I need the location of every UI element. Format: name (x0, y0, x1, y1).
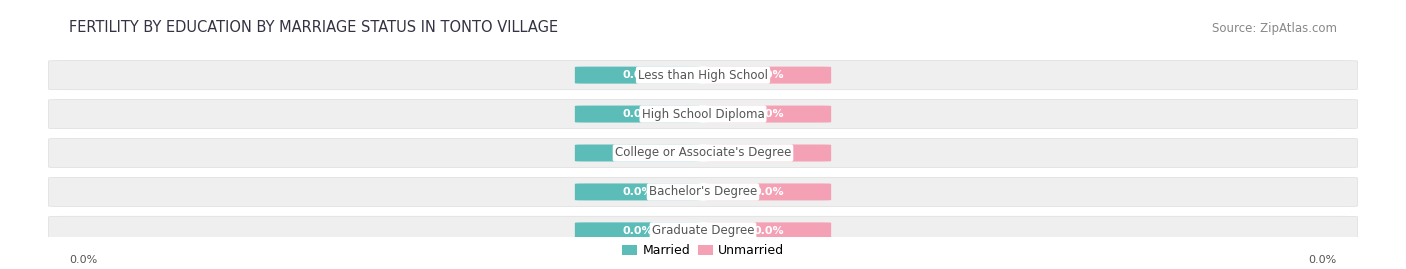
Text: 0.0%: 0.0% (754, 187, 783, 197)
FancyBboxPatch shape (706, 105, 831, 123)
Text: FERTILITY BY EDUCATION BY MARRIAGE STATUS IN TONTO VILLAGE: FERTILITY BY EDUCATION BY MARRIAGE STATU… (69, 20, 558, 36)
Text: College or Associate's Degree: College or Associate's Degree (614, 147, 792, 160)
Text: 0.0%: 0.0% (754, 70, 783, 80)
FancyBboxPatch shape (48, 216, 1358, 246)
Text: 0.0%: 0.0% (754, 226, 783, 236)
FancyBboxPatch shape (48, 177, 1358, 207)
FancyBboxPatch shape (706, 222, 831, 239)
Text: 0.0%: 0.0% (1309, 255, 1337, 266)
Text: 0.0%: 0.0% (623, 187, 652, 197)
Text: Source: ZipAtlas.com: Source: ZipAtlas.com (1212, 22, 1337, 36)
FancyBboxPatch shape (706, 144, 831, 161)
Text: Less than High School: Less than High School (638, 69, 768, 82)
FancyBboxPatch shape (575, 67, 700, 84)
Text: 0.0%: 0.0% (623, 70, 652, 80)
FancyBboxPatch shape (575, 144, 700, 161)
FancyBboxPatch shape (706, 183, 831, 200)
Text: 0.0%: 0.0% (69, 255, 97, 266)
FancyBboxPatch shape (575, 222, 700, 239)
FancyBboxPatch shape (48, 100, 1358, 129)
Text: 0.0%: 0.0% (754, 148, 783, 158)
Text: Bachelor's Degree: Bachelor's Degree (650, 185, 756, 199)
FancyBboxPatch shape (706, 67, 831, 84)
FancyBboxPatch shape (48, 61, 1358, 90)
Text: 0.0%: 0.0% (754, 109, 783, 119)
FancyBboxPatch shape (48, 138, 1358, 168)
Text: 0.0%: 0.0% (623, 148, 652, 158)
Legend: Married, Unmarried: Married, Unmarried (623, 244, 783, 257)
Text: High School Diploma: High School Diploma (641, 108, 765, 121)
Text: 0.0%: 0.0% (623, 226, 652, 236)
Text: Graduate Degree: Graduate Degree (652, 224, 754, 237)
FancyBboxPatch shape (575, 183, 700, 200)
FancyBboxPatch shape (575, 105, 700, 123)
Text: 0.0%: 0.0% (623, 109, 652, 119)
